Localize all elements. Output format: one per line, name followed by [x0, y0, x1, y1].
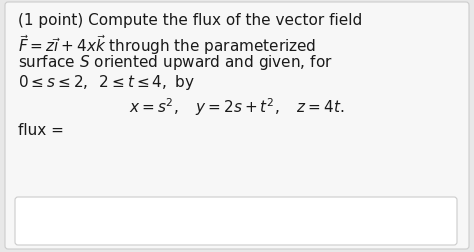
Text: flux =: flux =	[18, 122, 64, 137]
Text: (1 point) Compute the flux of the vector field: (1 point) Compute the flux of the vector…	[18, 13, 362, 28]
Text: $0 \leq s \leq 2, \;\; 2 \leq t \leq 4,$ by: $0 \leq s \leq 2, \;\; 2 \leq t \leq 4,$…	[18, 73, 195, 92]
Text: surface $S$ oriented upward and given, for: surface $S$ oriented upward and given, f…	[18, 53, 333, 72]
Text: $x = s^2, \quad y = 2s + t^2, \quad z = 4t.$: $x = s^2, \quad y = 2s + t^2, \quad z = …	[129, 96, 345, 117]
FancyBboxPatch shape	[15, 197, 457, 245]
FancyBboxPatch shape	[5, 3, 469, 249]
Text: $\vec{F} = z\vec{\imath} + 4x\vec{k}$ through the parameterized: $\vec{F} = z\vec{\imath} + 4x\vec{k}$ th…	[18, 33, 316, 57]
